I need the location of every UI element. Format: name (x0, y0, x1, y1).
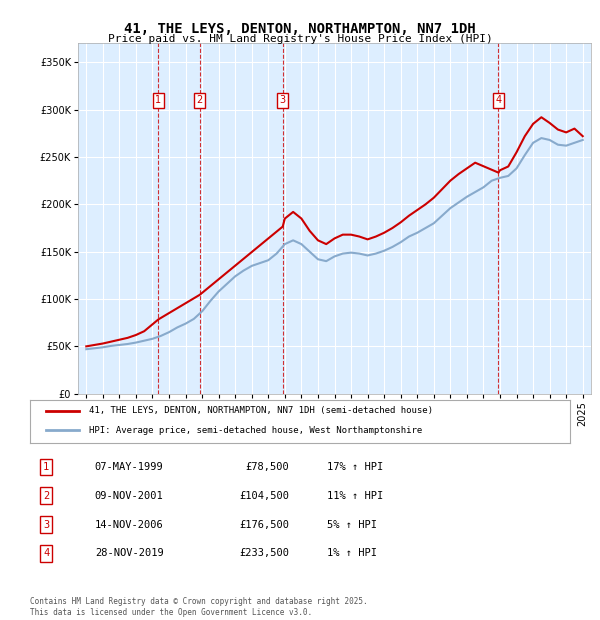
Text: Contains HM Land Registry data © Crown copyright and database right 2025.
This d: Contains HM Land Registry data © Crown c… (30, 598, 368, 617)
Text: 1% ↑ HPI: 1% ↑ HPI (327, 549, 377, 559)
Text: 1: 1 (43, 462, 49, 472)
Text: HPI: Average price, semi-detached house, West Northamptonshire: HPI: Average price, semi-detached house,… (89, 426, 422, 435)
Text: 2: 2 (43, 490, 49, 500)
Text: £104,500: £104,500 (239, 490, 289, 500)
Text: 11% ↑ HPI: 11% ↑ HPI (327, 490, 383, 500)
Text: 4: 4 (496, 95, 502, 105)
Text: Price paid vs. HM Land Registry's House Price Index (HPI): Price paid vs. HM Land Registry's House … (107, 34, 493, 44)
Text: £78,500: £78,500 (245, 462, 289, 472)
Text: 3: 3 (43, 520, 49, 529)
Text: 17% ↑ HPI: 17% ↑ HPI (327, 462, 383, 472)
Text: 07-MAY-1999: 07-MAY-1999 (95, 462, 164, 472)
Text: 14-NOV-2006: 14-NOV-2006 (95, 520, 164, 529)
Text: £233,500: £233,500 (239, 549, 289, 559)
Text: 1: 1 (155, 95, 161, 105)
Text: 4: 4 (43, 549, 49, 559)
Text: 41, THE LEYS, DENTON, NORTHAMPTON, NN7 1DH (semi-detached house): 41, THE LEYS, DENTON, NORTHAMPTON, NN7 1… (89, 406, 433, 415)
Text: 28-NOV-2019: 28-NOV-2019 (95, 549, 164, 559)
Text: 2: 2 (197, 95, 203, 105)
Text: 3: 3 (280, 95, 286, 105)
Text: 5% ↑ HPI: 5% ↑ HPI (327, 520, 377, 529)
Text: £176,500: £176,500 (239, 520, 289, 529)
Text: 41, THE LEYS, DENTON, NORTHAMPTON, NN7 1DH: 41, THE LEYS, DENTON, NORTHAMPTON, NN7 1… (124, 22, 476, 36)
Text: 09-NOV-2001: 09-NOV-2001 (95, 490, 164, 500)
